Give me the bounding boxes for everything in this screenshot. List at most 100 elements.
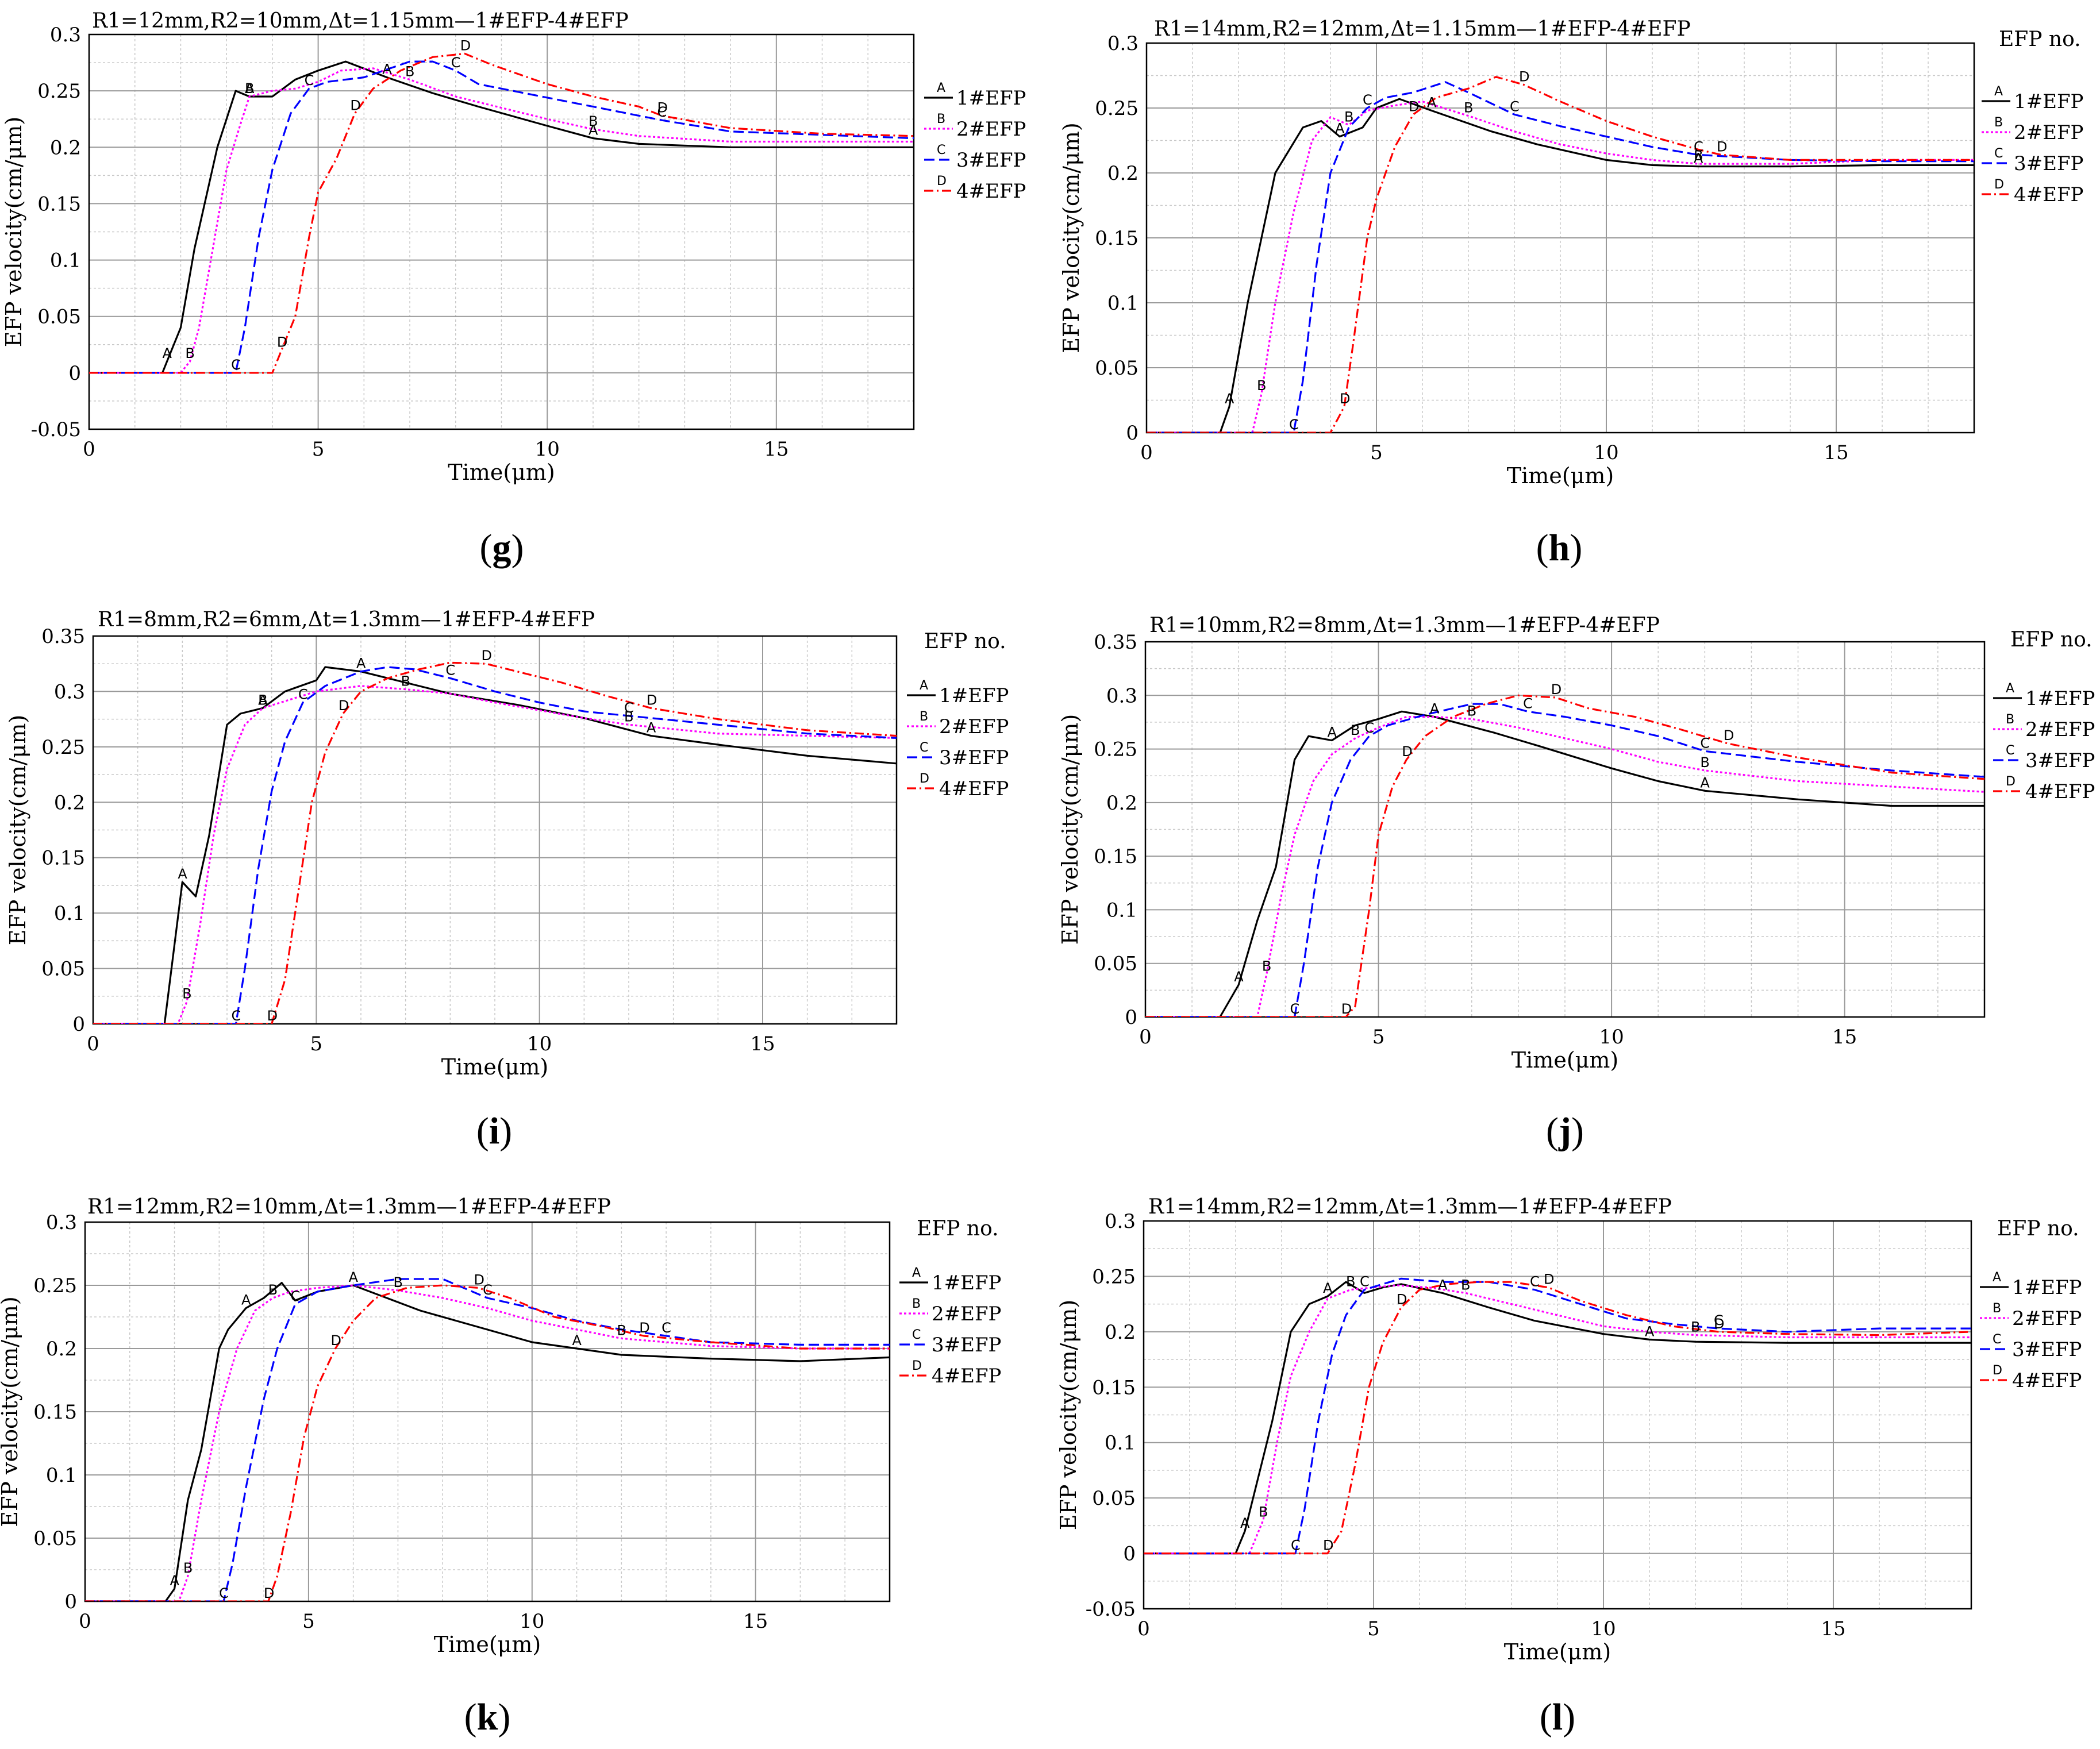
- legend-marker: B: [912, 1297, 921, 1311]
- x-tick-label: 0: [1140, 441, 1153, 464]
- chart-panel-2: 0 5 10 15 0 0.05 0.1 0.15 0.2 0.25 0.3 0.35 Time(μm)…: [5, 608, 1009, 1152]
- series-marker: B: [1257, 377, 1266, 394]
- series-marker: C: [624, 700, 634, 716]
- series-line-2: [85, 1284, 890, 1601]
- legend-marker: D: [2006, 775, 2016, 789]
- series-marker: A: [647, 720, 656, 736]
- legend-label: 2#EFP: [932, 1303, 1001, 1326]
- legend-marker: A: [1994, 84, 2003, 99]
- legend-marker: B: [1994, 115, 2003, 130]
- y-tick-label: 0.15: [1094, 845, 1137, 868]
- y-tick-label: 0.25: [1092, 1265, 1136, 1288]
- y-axis-label: EFP velocity(cm/μm): [1059, 122, 1084, 353]
- series-marker: C: [1694, 138, 1703, 155]
- panel-label: (i): [476, 1110, 512, 1152]
- y-tick-label: -0.05: [1086, 1598, 1136, 1621]
- legend-label: 3#EFP: [2025, 749, 2095, 772]
- legend-label: 2#EFP: [2025, 718, 2095, 741]
- series-marker: D: [339, 698, 349, 714]
- y-axis-label: EFP velocity(cm/μm): [1057, 714, 1083, 945]
- series-marker: A: [241, 1292, 251, 1308]
- series-marker: D: [657, 99, 668, 115]
- y-tick-label: 0.2: [1107, 162, 1139, 185]
- x-tick-label: 5: [1372, 1026, 1385, 1049]
- legend-marker: C: [2006, 743, 2014, 758]
- series-line-3: [89, 60, 914, 374]
- series-marker: A: [1645, 1323, 1655, 1339]
- legend-marker: B: [920, 710, 928, 724]
- legend-marker: B: [1993, 1301, 2001, 1316]
- legend-label: 1#EFP: [2014, 90, 2083, 113]
- series-marker: B: [245, 80, 254, 97]
- y-tick-label: 0.1: [1105, 1432, 1136, 1455]
- y-tick-label: 0.25: [33, 1274, 77, 1297]
- y-tick-label: 0.15: [41, 847, 85, 870]
- series-group: [85, 1278, 890, 1601]
- y-tick-label: 0.1: [1106, 899, 1137, 922]
- chart-title: R1=10mm,R2=8mm,Δt=1.3mm—1#EFP-4#EFP: [1149, 614, 1660, 637]
- series-marker: D: [350, 97, 360, 113]
- series-marker: D: [331, 1332, 341, 1349]
- legend-label: 3#EFP: [2012, 1338, 2082, 1361]
- y-tick-label: 0.25: [1094, 738, 1137, 761]
- x-axis-label: Time(μm): [1511, 1047, 1618, 1073]
- series-line-3: [93, 666, 897, 1024]
- plot-frame: [1143, 1220, 1972, 1610]
- legend-marker: C: [912, 1328, 921, 1342]
- series-marker: B: [589, 113, 598, 129]
- series-marker: D: [277, 334, 287, 350]
- legend-marker: B: [2006, 712, 2014, 727]
- series-marker: A: [163, 345, 172, 361]
- series-line-2: [1147, 101, 1974, 433]
- series-marker: D: [1341, 1001, 1352, 1017]
- y-axis-label: EFP velocity(cm/μm): [1056, 1300, 1081, 1530]
- y-tick-label: 0.05: [1095, 357, 1139, 380]
- series-marker: B: [1351, 722, 1360, 738]
- series-marker: D: [647, 692, 657, 708]
- series-marker: B: [1467, 703, 1476, 719]
- y-tick-label: 0.15: [1092, 1376, 1136, 1399]
- series-marker: A: [572, 1332, 582, 1349]
- series-marker: A: [382, 61, 392, 78]
- series-marker: C: [657, 104, 667, 120]
- legend-marker: A: [2006, 681, 2014, 696]
- y-axis-label: EFP velocity(cm/μm): [0, 1296, 22, 1527]
- series-marker: C: [1291, 1538, 1301, 1554]
- x-tick-label: 0: [1139, 1026, 1152, 1049]
- series-group: [89, 52, 914, 374]
- x-tick-label: 0: [83, 438, 95, 461]
- x-tick-label: 15: [1824, 441, 1848, 464]
- legend-label: 1#EFP: [2012, 1276, 2082, 1299]
- series-marker: D: [1551, 681, 1561, 698]
- y-tick-label: 0.15: [37, 192, 81, 215]
- chart-title: R1=14mm,R2=12mm,Δt=1.3mm—1#EFP-4#EFP: [1148, 1195, 1672, 1219]
- series-marker: A: [1225, 391, 1234, 407]
- x-tick-label: 5: [1370, 441, 1383, 464]
- series-marker: D: [481, 648, 491, 664]
- chart-panel-1: 0 5 10 15 0 0.05 0.1 0.15 0.2 0.25 0.3 Time(μm) EFP …: [1059, 17, 2083, 569]
- series-marker: D: [1714, 1316, 1724, 1332]
- legend-label: 3#EFP: [932, 1334, 1001, 1357]
- series-marker: C: [1360, 1274, 1370, 1290]
- series-line-2: [93, 685, 897, 1024]
- panel-label: (h): [1536, 527, 1583, 569]
- legend-label: 4#EFP: [2025, 780, 2095, 803]
- series-marker: A: [1430, 701, 1440, 717]
- chart-panel-5: 0 5 10 15-0.0500.050.10.150.20.250.3Time(μm…: [1056, 1195, 2082, 1738]
- x-axis-label: Time(μm): [1507, 463, 1614, 488]
- y-tick-label: 0.3: [1107, 32, 1139, 55]
- series-marker: B: [393, 1274, 402, 1290]
- series-line-1: [89, 60, 914, 374]
- plot-frame: [84, 1221, 891, 1602]
- legend-marker: C: [937, 143, 945, 157]
- series-group: [93, 661, 897, 1024]
- series-line-3: [1145, 703, 1984, 1017]
- series-marker: B: [182, 985, 191, 1001]
- series-marker: C: [483, 1282, 493, 1298]
- plot-frame: [1145, 42, 1975, 434]
- legend-label: 4#EFP: [932, 1365, 1001, 1388]
- chart-title: R1=12mm,R2=10mm,Δt=1.15mm—1#EFP-4#EFP: [92, 9, 629, 33]
- series-marker: A: [1700, 775, 1710, 791]
- legend-label: 1#EFP: [956, 87, 1026, 110]
